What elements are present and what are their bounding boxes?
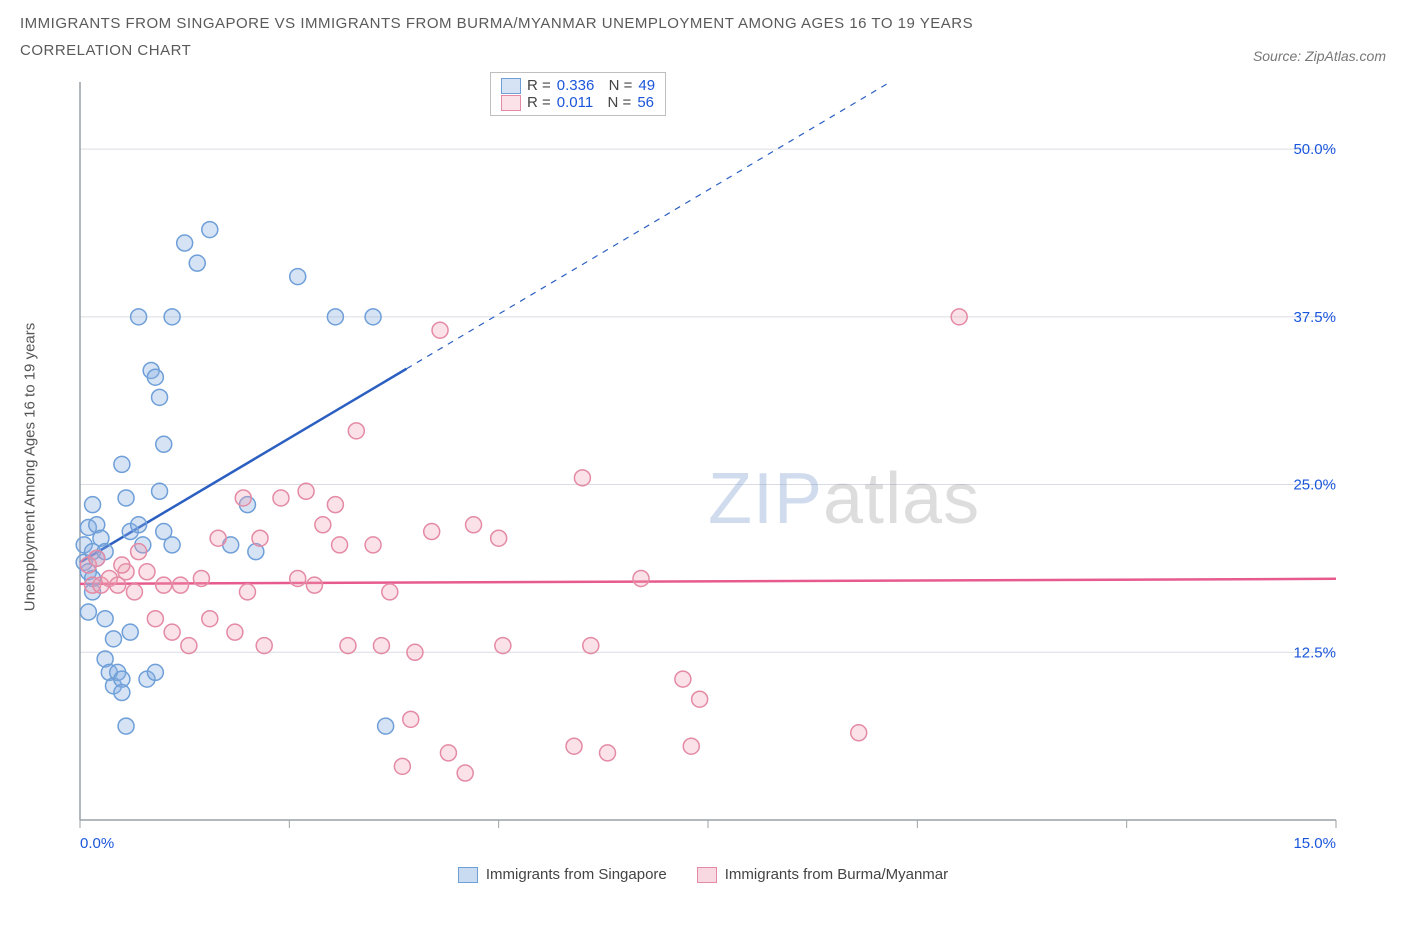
stat-r-value: 0.011 <box>557 94 593 111</box>
svg-text:50.0%: 50.0% <box>1293 141 1336 158</box>
stat-n-value: 56 <box>637 94 654 111</box>
stat-r-value: 0.336 <box>557 77 595 94</box>
stat-n-label: N = <box>599 94 631 111</box>
legend-swatch <box>697 867 717 883</box>
y-axis-label: Unemployment Among Ages 16 to 19 years <box>22 323 39 612</box>
stat-n-label: N = <box>600 77 632 94</box>
legend-swatch <box>501 95 521 111</box>
stats-box: R = 0.336 N = 49R = 0.011 N = 56 <box>490 72 666 116</box>
title-line-2: CORRELATION CHART <box>20 37 973 64</box>
legend-label: Immigrants from Singapore <box>486 866 667 883</box>
stats-row: R = 0.011 N = 56 <box>501 94 655 111</box>
legend-label: Immigrants from Burma/Myanmar <box>725 866 948 883</box>
chart-area: Unemployment Among Ages 16 to 19 years 1… <box>20 72 1386 862</box>
svg-text:37.5%: 37.5% <box>1293 309 1336 326</box>
stat-r-label: R = <box>527 94 551 111</box>
svg-text:25.0%: 25.0% <box>1293 477 1336 494</box>
stat-n-value: 49 <box>638 77 655 94</box>
legend-swatch <box>458 867 478 883</box>
title-line-1: IMMIGRANTS FROM SINGAPORE VS IMMIGRANTS … <box>20 10 973 37</box>
chart-title: IMMIGRANTS FROM SINGAPORE VS IMMIGRANTS … <box>20 10 973 64</box>
svg-text:0.0%: 0.0% <box>80 835 114 852</box>
legend-swatch <box>501 78 521 94</box>
legend-item: Immigrants from Singapore <box>458 866 667 883</box>
svg-text:12.5%: 12.5% <box>1293 644 1336 661</box>
scatter-chart: 12.5% 25.0% 37.5% 50.0% 0.0% 15.0% <box>20 72 1350 862</box>
legend-item: Immigrants from Burma/Myanmar <box>697 866 948 883</box>
header: IMMIGRANTS FROM SINGAPORE VS IMMIGRANTS … <box>20 10 1386 64</box>
legend: Immigrants from Singapore Immigrants from… <box>20 862 1386 883</box>
svg-text:15.0%: 15.0% <box>1293 835 1336 852</box>
source-attribution: Source: ZipAtlas.com <box>1253 48 1386 64</box>
stat-r-label: R = <box>527 77 551 94</box>
stats-row: R = 0.336 N = 49 <box>501 77 655 94</box>
